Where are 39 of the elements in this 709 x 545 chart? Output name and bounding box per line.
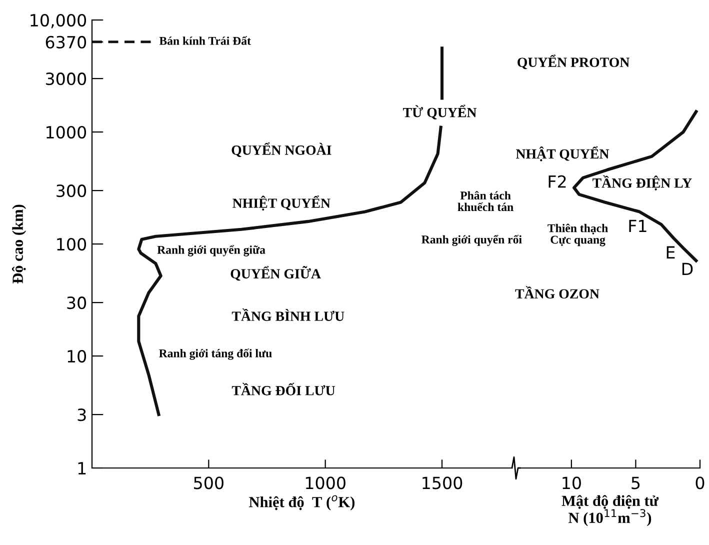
annotation: F1	[629, 220, 646, 232]
annotation: TẦNG OZON	[515, 286, 600, 299]
y-tick-label: 6370	[46, 36, 86, 49]
annotation: Phân tách khuếch tán	[458, 191, 514, 212]
x-axis-title: Nhiệt độ T ($^{o}$K)	[249, 495, 354, 510]
x-tick-label: 10	[562, 476, 581, 490]
annotation: NHIỆT QUYỂN	[232, 195, 330, 211]
annotation: QUYỂN GIỮA	[230, 266, 321, 281]
y-tick-label: 30	[67, 296, 86, 310]
annotation: Ranh giới quyển giữa	[157, 245, 266, 256]
annotation: QUYỂN NGOÀI	[232, 142, 332, 157]
x-tick-label: 1000	[306, 476, 346, 490]
x-tick-label: 5	[632, 476, 640, 490]
y-tick-label: 10,000	[30, 14, 86, 28]
annotation: NHẬT QUYỂN	[516, 146, 610, 162]
x-tick-label: 1500	[422, 476, 462, 490]
x-tick-label: 0	[696, 476, 704, 490]
annotation: QUYỂN PROTON	[518, 54, 630, 70]
y-axis-title: Độ cao (km)	[12, 204, 26, 284]
y-tick-label: 300	[56, 184, 86, 198]
x-axis-title: Mật độ điện tử N (10$^{11}$m$^{−3}$)	[562, 495, 659, 526]
annotation: Ranh giới táng đối lưu	[159, 348, 272, 360]
annotation: Ranh giới quyển rối	[422, 234, 522, 246]
y-tick-label: 10	[68, 350, 86, 363]
y-tick-label: 1	[78, 462, 86, 474]
y-tick-label: 3	[78, 408, 86, 422]
annotation: TẦNG BÌNH LƯU	[232, 308, 344, 321]
annotation: TỪ QUYỂN	[403, 104, 477, 120]
annotation: E	[666, 246, 675, 258]
annotation: TẦNG ĐỐI LƯU	[232, 382, 336, 396]
x-tick-label: 500	[194, 476, 224, 490]
annotation: Thiên thạch Cực quang	[548, 224, 608, 246]
y-tick-label: 1000	[46, 126, 86, 139]
y-tick-label: 100	[57, 238, 86, 251]
annotation: D	[682, 262, 693, 276]
annotation: TẦNG ĐIỆN LY	[592, 175, 692, 190]
ref-line-label: Bán kính Trái Đất	[159, 36, 251, 45]
y-tick-label: 3000	[46, 72, 86, 86]
annotation: F2	[548, 175, 566, 188]
